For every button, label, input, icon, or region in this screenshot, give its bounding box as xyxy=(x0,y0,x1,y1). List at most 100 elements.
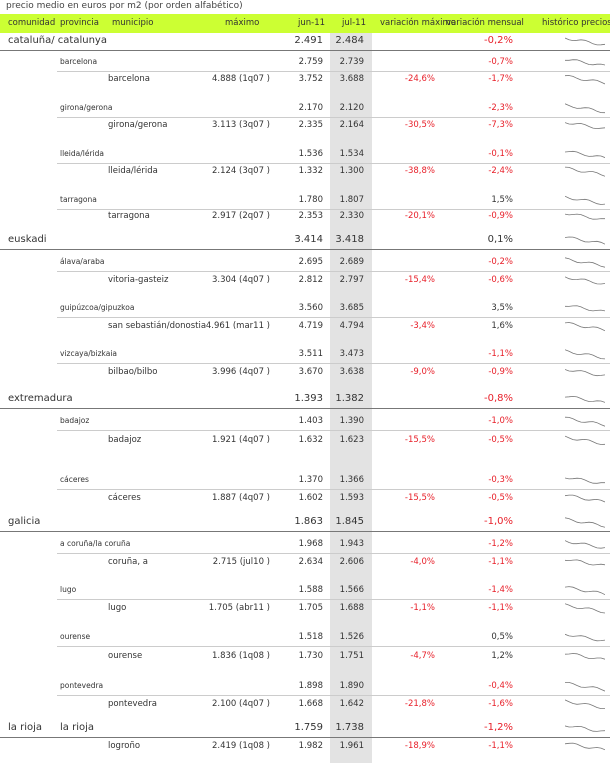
price-history-sparkline xyxy=(565,586,605,596)
cell-provincia: barcelona xyxy=(60,57,98,66)
cell-jul: 1.593 xyxy=(339,493,364,503)
cell-provincia: lugo xyxy=(60,585,77,594)
cell-comunidad: galicia xyxy=(8,516,41,527)
cell-var_max: -20,1% xyxy=(404,211,435,221)
cell-var_mens: -0,7% xyxy=(488,57,513,67)
price-history-sparkline xyxy=(565,742,605,751)
cell-jun: 1.898 xyxy=(298,681,323,691)
cell-maximo: 2.419 (1q08 ) xyxy=(212,741,270,751)
price-history-sparkline xyxy=(565,75,605,85)
header-maximo[interactable]: máximo xyxy=(225,18,260,28)
header-historico: histórico precios xyxy=(542,18,610,28)
cell-municipio: pontevedra xyxy=(108,699,157,709)
price-history-sparkline xyxy=(565,494,605,503)
cell-var_mens: -0,4% xyxy=(488,681,513,691)
cell-jul: 1.890 xyxy=(339,681,364,691)
cell-maximo: 3.304 (4q07 ) xyxy=(212,275,270,285)
cell-jun: 2.335 xyxy=(298,120,323,130)
cell-jul: 3.688 xyxy=(339,74,364,84)
cell-municipio: barcelona xyxy=(108,74,150,84)
cell-var_mens: -0,6% xyxy=(488,275,513,285)
row-divider xyxy=(57,163,610,164)
header-variacion-maximo[interactable]: variación máximo xyxy=(380,18,456,28)
row-divider xyxy=(0,737,610,738)
table-row-provincia: cáceres 1.370 1.366 -0,3% xyxy=(0,472,610,490)
cell-var_mens: -1,1% xyxy=(488,603,513,613)
row-divider xyxy=(0,50,610,51)
cell-jul: 2.164 xyxy=(339,120,364,130)
table-row-provincia: ourense 1.518 1.526 0,5% xyxy=(0,629,610,647)
cell-municipio: tarragona xyxy=(108,211,150,221)
cell-municipio: bilbao/bilbo xyxy=(108,367,158,377)
table-row-provincia: vizcaya/bizkaia 3.511 3.473 -1,1% xyxy=(0,346,610,364)
header-jul[interactable]: jul-11 xyxy=(342,18,366,28)
cell-maximo: 2.124 (3q07 ) xyxy=(212,166,270,176)
cell-jun: 1.536 xyxy=(298,149,323,159)
cell-municipio: ourense xyxy=(108,651,143,661)
row-divider xyxy=(0,408,610,409)
cell-var_mens: -1,0% xyxy=(483,516,513,527)
row-divider xyxy=(0,249,610,250)
cell-jul: 1.382 xyxy=(335,393,364,404)
cell-provincia: pontevedra xyxy=(60,681,104,690)
cell-jul: 3.418 xyxy=(335,234,364,245)
cell-var_mens: -0,5% xyxy=(488,435,513,445)
cell-maximo: 2.100 (4q07 ) xyxy=(212,699,270,709)
cell-jul: 2.120 xyxy=(339,103,364,113)
cell-jun: 1.705 xyxy=(298,603,323,613)
table-row-municipio: lugo 1.705 (abr11 ) 1.705 1.688 -1,1% -1,1% xyxy=(0,600,610,618)
cell-provincia: álava/araba xyxy=(60,257,105,266)
cell-comunidad: extremadura xyxy=(8,393,73,404)
table-header: comunidad provincia municipio máximo jun… xyxy=(0,14,610,33)
cell-jul: 1.961 xyxy=(339,741,364,751)
cell-maximo: 2.715 (jul10 ) xyxy=(212,557,270,567)
cell-jun: 1.863 xyxy=(294,516,323,527)
cell-jul: 1.623 xyxy=(339,435,364,445)
cell-jul: 4.794 xyxy=(339,321,364,331)
cell-jun: 2.353 xyxy=(298,211,323,221)
cell-jul: 1.300 xyxy=(339,166,364,176)
cell-jul: 2.797 xyxy=(339,275,364,285)
row-divider xyxy=(57,695,610,696)
cell-maximo: 4.961 (mar11 ) xyxy=(205,321,270,331)
cell-var_mens: -2,4% xyxy=(488,166,513,176)
price-history-sparkline xyxy=(565,236,605,245)
cell-jul: 1.390 xyxy=(339,416,364,426)
cell-jun: 1.632 xyxy=(298,435,323,445)
row-divider xyxy=(57,117,610,118)
cell-comunidad: euskadi xyxy=(8,234,47,245)
price-history-sparkline xyxy=(565,103,605,114)
cell-jun: 3.511 xyxy=(298,349,323,359)
cell-municipio: cáceres xyxy=(108,493,141,503)
cell-jul: 1.566 xyxy=(339,585,364,595)
header-municipio[interactable]: municipio xyxy=(112,18,154,28)
cell-maximo: 4.888 (1q07 ) xyxy=(212,74,270,84)
cell-comunidad: la rioja xyxy=(8,722,42,733)
cell-jul: 2.330 xyxy=(339,211,364,221)
table-row-comunidad: extremadura 1.393 1.382 -0,8% xyxy=(0,391,610,409)
cell-jun: 1.332 xyxy=(298,166,323,176)
table-row-comunidad: la rioja la rioja 1.759 1.738 -1,2% xyxy=(0,720,610,738)
table-row-municipio: bilbao/bilbo 3.996 (4q07 ) 3.670 3.638 -9,0%… xyxy=(0,364,610,382)
cell-jun: 1.370 xyxy=(298,475,323,485)
header-variacion-mensual[interactable]: variación mensual xyxy=(446,18,524,28)
cell-jul: 1.738 xyxy=(335,722,364,733)
cell-jul: 1.642 xyxy=(339,699,364,709)
row-divider xyxy=(0,531,610,532)
cell-var_mens: -0,1% xyxy=(488,149,513,159)
cell-jun: 1.759 xyxy=(294,722,323,733)
price-history-sparkline xyxy=(565,122,605,130)
table-row-comunidad: galicia 1.863 1.845 -1,0% xyxy=(0,514,610,532)
cell-municipio: girona/gerona xyxy=(108,120,168,130)
cell-var_mens: -1,2% xyxy=(488,539,513,549)
header-provincia[interactable]: provincia xyxy=(60,18,99,28)
cell-municipio: san sebastián/donostia xyxy=(108,321,207,331)
price-history-sparkline xyxy=(565,682,605,692)
header-jun[interactable]: jun-11 xyxy=(298,18,326,28)
header-comunidad[interactable]: comunidad xyxy=(8,18,56,28)
cell-jun: 3.414 xyxy=(294,234,323,245)
cell-jun: 1.780 xyxy=(298,195,323,205)
table-row-municipio: pontevedra 2.100 (4q07 ) 1.668 1.642 -21,8% -… xyxy=(0,696,610,714)
price-history-sparkline xyxy=(565,477,605,484)
cell-var_mens: -0,2% xyxy=(488,257,513,267)
